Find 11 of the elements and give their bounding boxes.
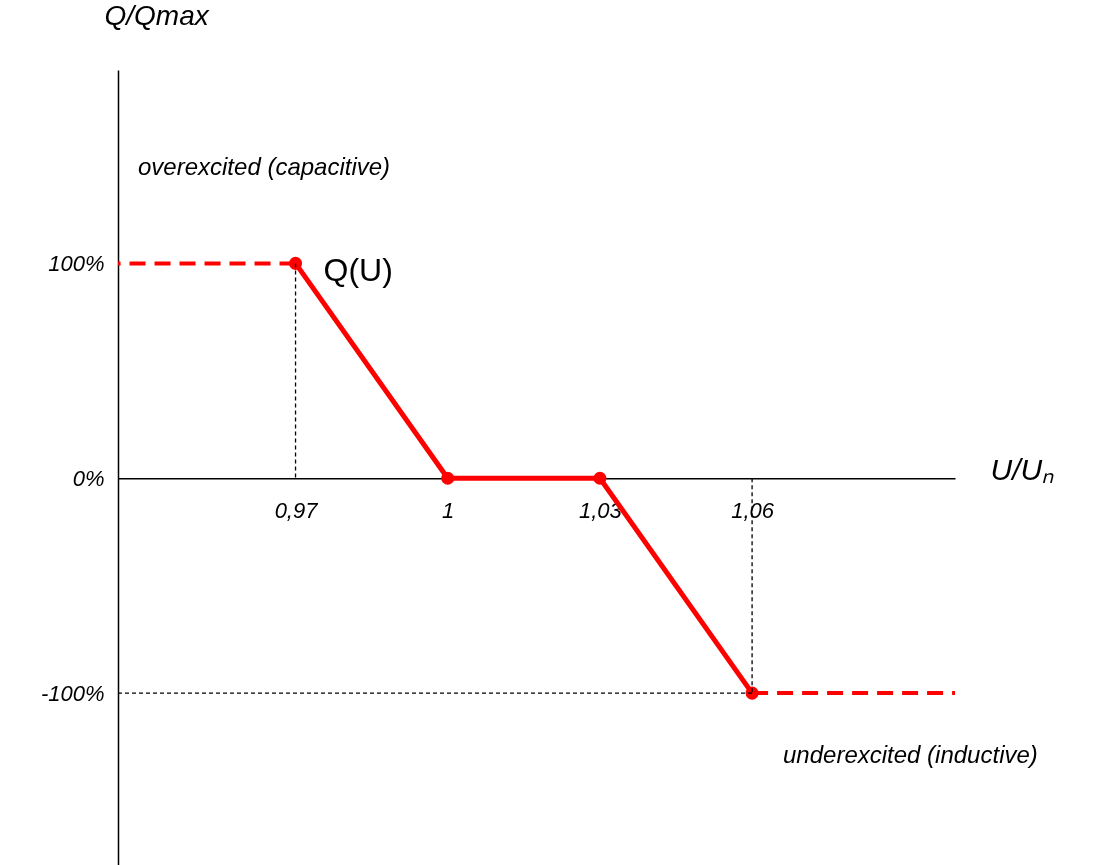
series-label: Q(U) <box>323 252 393 289</box>
y-axis-title: Q/Qmax <box>104 0 210 31</box>
y-tick-label: 0% <box>72 465 105 491</box>
annotation: overexcited (capacitive) <box>138 153 391 180</box>
y-tick-label: -100% <box>40 680 105 706</box>
y-tick-label: 100% <box>48 250 105 276</box>
annotation: underexcited (inductive) <box>783 741 1038 768</box>
x-axis-title: U/Uₙ <box>990 452 1055 486</box>
x-tick-label: 1 <box>442 497 455 523</box>
x-tick-label: 1,06 <box>731 497 775 523</box>
x-tick-label: 0,97 <box>274 497 319 523</box>
